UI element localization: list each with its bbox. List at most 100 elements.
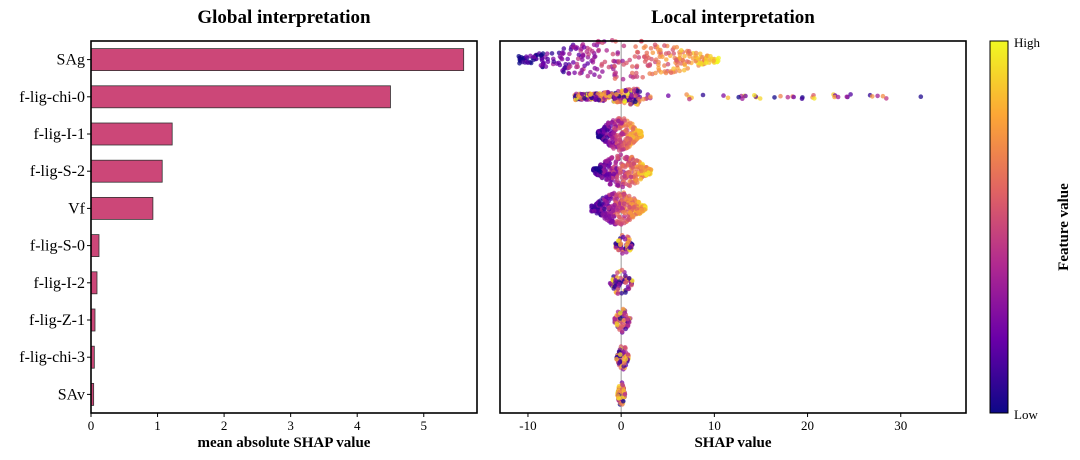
shap-point-f-lig-chi-0 <box>587 92 593 97</box>
shap-point-sag <box>658 47 663 53</box>
bar-vf <box>90 196 154 220</box>
shap-point-vf <box>604 211 609 216</box>
shap-point-sav <box>621 388 626 394</box>
x-tick-label: 0 <box>88 418 95 433</box>
shap-point-f-lig-z-1 <box>617 310 623 316</box>
shap-point-vf <box>615 219 621 225</box>
shap-point-sag <box>574 61 580 67</box>
shap-point-f-lig-s-2 <box>610 175 615 181</box>
shap-point-vf <box>636 200 641 205</box>
shap-point-f-lig-chi-0 <box>579 92 585 97</box>
global-x-ticks: 0 1 2 3 4 5 <box>88 413 427 433</box>
category-label: f-lig-chi-3 <box>19 349 85 366</box>
shap-point-f-lig-chi-0 <box>918 94 924 99</box>
shap-point-sag <box>681 67 687 73</box>
shap-point-f-lig-chi-0 <box>757 96 763 101</box>
shap-point-sag <box>557 54 563 59</box>
shap-point-f-lig-s-2 <box>639 164 644 170</box>
shap-point-f-lig-s-2 <box>623 181 628 187</box>
shap-point-vf <box>628 196 633 202</box>
shap-point-f-lig-chi-0 <box>743 93 748 99</box>
shap-point-sag <box>584 49 590 54</box>
shap-point-sag <box>596 48 601 54</box>
shap-point-f-lig-s-0 <box>620 251 625 256</box>
shap-point-f-lig-s-2 <box>604 177 609 182</box>
shap-point-vf <box>627 204 632 210</box>
shap-point-f-lig-chi-0 <box>641 96 646 102</box>
shap-point-f-lig-chi-3 <box>622 345 628 350</box>
shap-point-f-lig-s-2 <box>611 171 617 177</box>
shap-point-sag <box>620 76 626 82</box>
shap-point-sag <box>663 51 669 56</box>
shap-point-vf <box>619 205 625 211</box>
shap-point-sag <box>543 64 549 69</box>
shap-point-f-lig-i-1 <box>611 126 617 131</box>
shap-point-sag <box>525 60 531 65</box>
shap-point-sag <box>662 69 667 74</box>
shap-point-f-lig-s-2 <box>634 166 639 172</box>
shap-point-vf <box>595 208 600 214</box>
shap-point-f-lig-chi-0 <box>648 94 653 99</box>
shap-point-vf <box>592 204 597 209</box>
shap-point-sag <box>653 57 659 62</box>
shap-point-sag <box>716 55 721 61</box>
shap-point-vf <box>614 192 619 198</box>
shap-point-f-lig-z-1 <box>614 323 620 328</box>
shap-point-sag <box>714 59 720 65</box>
shap-point-sag <box>652 42 658 48</box>
local-title: Local interpretation <box>651 7 815 28</box>
shap-point-vf <box>603 194 609 200</box>
shap-point-sag <box>629 70 635 76</box>
x-tick-label: 0 <box>618 418 625 433</box>
shap-point-sag <box>664 57 669 62</box>
shap-point-f-lig-s-2 <box>646 170 651 175</box>
shap-point-sav <box>621 398 626 404</box>
shap-point-f-lig-chi-0 <box>623 88 629 94</box>
shap-point-vf <box>621 193 627 198</box>
shap-point-sag <box>581 45 587 50</box>
shap-point-vf <box>598 198 603 203</box>
shap-point-sag <box>668 70 674 75</box>
shap-point-sag <box>556 60 561 66</box>
category-label: f-lig-Z-1 <box>29 312 85 329</box>
shap-point-f-lig-i-2 <box>626 286 631 292</box>
shap-point-f-lig-i-2 <box>619 291 624 296</box>
shap-point-sag <box>686 48 692 54</box>
shap-point-f-lig-s-2 <box>613 160 618 165</box>
shap-point-sag <box>644 50 650 56</box>
shap-point-sag <box>551 59 557 64</box>
shap-point-f-lig-s-2 <box>630 180 635 185</box>
shap-point-sag <box>576 52 582 58</box>
shap-point-f-lig-chi-0 <box>628 102 633 107</box>
shap-point-f-lig-chi-0 <box>620 88 625 94</box>
shap-point-sag <box>671 66 676 71</box>
shap-point-f-lig-i-1 <box>597 133 603 139</box>
shap-point-f-lig-s-0 <box>627 245 633 250</box>
shap-point-f-lig-chi-3 <box>623 357 629 362</box>
shap-point-sag <box>620 58 625 64</box>
shap-point-sag <box>665 61 671 67</box>
shap-point-f-lig-chi-0 <box>870 94 875 99</box>
shap-point-f-lig-s-2 <box>630 157 636 162</box>
global-category-labels: SAg f-lig-chi-0 f-lig-I-1 f-lig-S-2 Vf f-lig-… <box>19 52 91 403</box>
category-label: SAg <box>57 52 85 69</box>
shap-point-f-lig-s-2 <box>609 155 615 160</box>
x-tick-label: 4 <box>354 418 361 433</box>
global-bars <box>90 48 465 406</box>
shap-point-f-lig-chi-0 <box>684 92 689 97</box>
shap-point-sag <box>561 69 566 75</box>
shap-point-f-lig-i-1 <box>617 144 622 149</box>
bar-f-lig-s-2 <box>90 159 163 183</box>
shap-point-sag <box>565 56 570 62</box>
shap-point-sag <box>571 44 576 49</box>
shap-point-sag <box>660 54 665 60</box>
shap-point-f-lig-i-1 <box>626 141 632 146</box>
shap-point-f-lig-chi-0 <box>582 96 587 101</box>
shap-point-f-lig-chi-3 <box>621 349 626 355</box>
shap-point-sag <box>604 48 609 53</box>
shap-point-f-lig-s-2 <box>617 166 622 171</box>
shap-point-f-lig-chi-0 <box>612 95 618 101</box>
shap-point-f-lig-i-1 <box>634 136 640 142</box>
shap-point-f-lig-s-2 <box>593 166 598 171</box>
